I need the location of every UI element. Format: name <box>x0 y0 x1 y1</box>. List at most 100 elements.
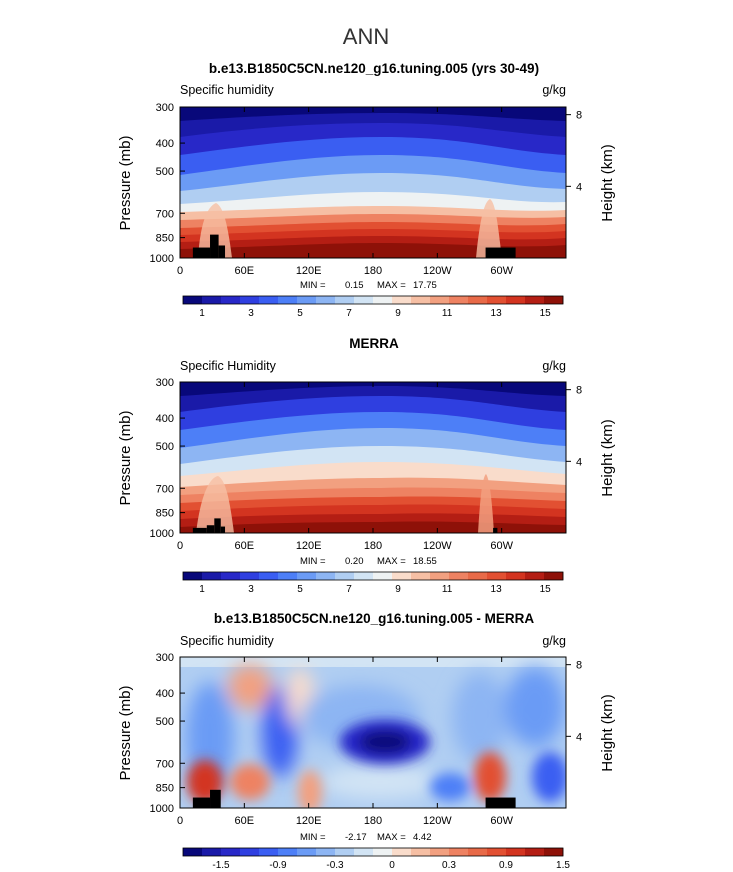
panel-merra: MERRA Specific Humidity g/kg Pressure (m… <box>117 336 616 595</box>
panel-diff-colorbar-swatch-7 <box>316 848 336 856</box>
panel-merra-y2-ticks: 84 <box>566 385 582 468</box>
panel-merra-band-4 <box>180 382 566 396</box>
panel-model-colorbar-swatch-8 <box>335 296 355 304</box>
panel-merra-colorbar-swatch-4 <box>259 572 279 580</box>
panel-model-colorbar-label-5: 11 <box>442 308 453 319</box>
panel-merra-colorbar-swatch-16 <box>487 572 507 580</box>
panel-diff-colorbar-swatch-14 <box>449 848 469 856</box>
panel-model-y-tick-label-3: 700 <box>156 208 174 220</box>
panel-model-terrain-bar-3 <box>485 247 516 258</box>
panel-merra-x-tick-label-2: 120E <box>296 540 322 552</box>
panel-diff-colorbar-swatch-19 <box>544 848 564 856</box>
panel-diff-y-tick-label-1: 400 <box>156 688 174 700</box>
panel-model-colorbar-label-1: 3 <box>248 308 254 319</box>
panel-model-x-tick-label-2: 120E <box>296 265 322 277</box>
panel-merra-x-tick-label-3: 180 <box>364 540 382 552</box>
panel-merra-colorbar-swatch-14 <box>449 572 469 580</box>
panel-diff-plot-area: 0 60E 120E 180 120W 60W 300 400 500 700 850 1000 8… <box>150 652 583 827</box>
panel-model-colorbar-frame <box>182 295 564 305</box>
panel-merra-colorbar-swatch-12 <box>411 572 431 580</box>
panel-model-terrain-bar-1 <box>210 234 219 258</box>
panel-diff-min-label: MIN = <box>300 832 326 843</box>
panel-diff-x-tick-label-2: 120E <box>296 815 322 827</box>
panel-merra-colorbar-label-0: 1 <box>199 584 205 595</box>
panel-model-colorbar-swatch-7 <box>316 296 336 304</box>
panel-merra-y-tick-label-4: 850 <box>156 508 174 520</box>
panel-model-x-tick-label-4: 120W <box>423 265 452 277</box>
panel-diff-blob-b <box>228 665 272 709</box>
panel-model-variable-label: Specific humidity <box>180 83 275 97</box>
panel-diff-height-label: Height (km) <box>599 694 616 772</box>
panel-merra-colorbar-swatch-11 <box>392 572 412 580</box>
panel-diff-blob-h <box>320 766 440 798</box>
panel-diff-terrain-bar-1 <box>210 789 221 808</box>
panel-diff-colorbar-swatch-18 <box>525 848 545 856</box>
panel-diff-max-label: MAX = <box>377 832 406 843</box>
panel-merra-min-value: 0.20 <box>345 556 364 567</box>
panel-diff-colorbar-swatch-17 <box>506 848 526 856</box>
panel-model-colorbar-swatch-14 <box>449 296 469 304</box>
panel-diff-colorbar-swatch-12 <box>411 848 431 856</box>
panel-merra-terrain-bar-1 <box>206 525 215 533</box>
panel-diff-terrain-bar-2 <box>485 797 516 808</box>
panel-model-y-tick-label-2: 500 <box>156 166 174 178</box>
panel-model-terrain <box>192 234 516 258</box>
panel-model-x-ticks: 0 60E 120E 180 120W 60W <box>177 107 514 277</box>
panel-diff-colorbar-swatch-15 <box>468 848 488 856</box>
panel-model-colorbar-swatch-12 <box>411 296 431 304</box>
panel-model-terrain-bar-0 <box>192 247 211 258</box>
panel-diff-blob-red-2 <box>230 764 270 800</box>
panel-diff-blob-f <box>452 672 508 762</box>
panel-diff-blob-red-4 <box>474 752 506 802</box>
panel-diff-colorbar-label-6: 1.5 <box>556 860 570 871</box>
panel-model-plot-area: 0 60E 120E 180 120W 60W 300 400 500 700 850 1000 8… <box>150 102 583 277</box>
panel-diff-colorbar-swatch-5 <box>278 848 298 856</box>
panel-model-colorbar-swatch-3 <box>240 296 260 304</box>
panel-merra-y2-tick-label-0: 8 <box>576 385 582 397</box>
panel-model-y-tick-label-4: 850 <box>156 233 174 245</box>
panel-diff-colorbar-swatch-2 <box>221 848 241 856</box>
panel-diff-x-ticks: 0 60E 120E 180 120W 60W <box>177 657 514 827</box>
panel-diff-max-value: 4.42 <box>413 832 432 843</box>
panel-diff-blob-layer <box>186 665 565 798</box>
panel-diff-blob-red-3 <box>298 770 322 808</box>
panel-merra-terrain-bar-3 <box>220 526 226 533</box>
panel-model-colorbar-label-4: 9 <box>395 308 401 319</box>
panel-diff-colorbar-label-4: 0.3 <box>442 860 456 871</box>
panel-merra-plume-andes <box>478 474 494 533</box>
panel-diff-y-tick-label-2: 500 <box>156 716 174 728</box>
panel-model-colorbar: 1 3 5 7 9 11 13 15 <box>182 295 564 319</box>
panel-merra-colorbar-swatch-18 <box>525 572 545 580</box>
panel-model-colorbar-swatch-11 <box>392 296 412 304</box>
panel-diff-x-tick-label-4: 120W <box>423 815 452 827</box>
panel-model-x-tick-label-3: 180 <box>364 265 382 277</box>
figure-title: ANN <box>343 24 389 49</box>
panel-merra-terrain <box>192 518 498 533</box>
panel-model-pressure-label: Pressure (mb) <box>117 135 134 230</box>
panel-merra-x-tick-label-1: 60E <box>235 540 255 552</box>
panel-merra-band-5 <box>180 382 566 412</box>
panel-diff: b.e13.B1850C5CN.ne120_g16.tuning.005 - M… <box>117 611 616 871</box>
panel-merra-x-tick-label-4: 120W <box>423 540 452 552</box>
panel-diff-colorbar-label-2: -0.3 <box>326 860 344 871</box>
panel-model-colorbar-swatch-10 <box>373 296 393 304</box>
panel-model-y2-tick-label-0: 8 <box>576 110 582 122</box>
panel-model-max-label: MAX = <box>377 280 406 291</box>
panel-model-x-tick-label-5: 60W <box>490 265 513 277</box>
panel-merra-colorbar-label-6: 13 <box>491 584 503 595</box>
panel-model-min-label: MIN = <box>300 280 326 291</box>
panel-model-title: b.e13.B1850C5CN.ne120_g16.tuning.005 (yr… <box>209 61 539 76</box>
panel-merra-colorbar-swatch-10 <box>373 572 393 580</box>
panel-merra-colorbar: 1 3 5 7 9 11 13 15 <box>182 571 564 595</box>
panel-model-colorbar-swatch-18 <box>525 296 545 304</box>
panel-diff-x-tick-label-1: 60E <box>235 815 255 827</box>
panel-merra-units: g/kg <box>542 359 566 373</box>
panel-model-colorbar-label-7: 15 <box>540 308 552 319</box>
panel-diff-colorbar-swatch-10 <box>373 848 393 856</box>
panel-diff-y2-ticks: 84 <box>566 660 582 743</box>
panel-merra-max-value: 18.55 <box>413 556 437 567</box>
panel-merra-x-tick-label-0: 0 <box>177 540 183 552</box>
panel-diff-colorbar: -1.5 -0.9 -0.3 0 0.3 0.9 1.5 <box>182 847 570 871</box>
panel-model: b.e13.B1850C5CN.ne120_g16.tuning.005 (yr… <box>117 61 616 319</box>
